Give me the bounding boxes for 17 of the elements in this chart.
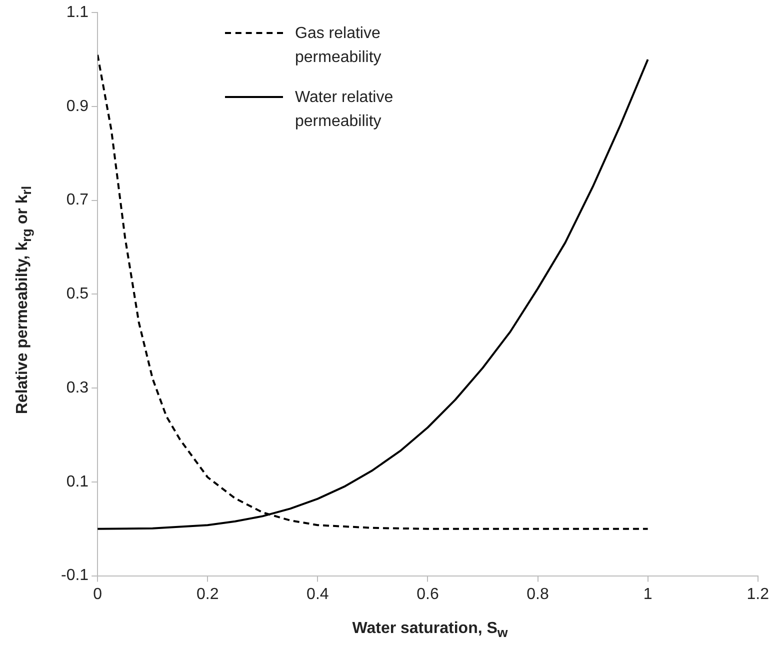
y-tick-label: 1.1 [66,4,89,22]
x-tick-label: 0.6 [416,586,439,603]
x-tick-label: 0 [93,586,102,603]
y-tick-label: 0.7 [66,192,89,209]
x-tick-label: 0.8 [526,586,549,603]
y-tick-label: -0.1 [60,567,89,584]
y-tick-label: 0.3 [66,379,89,396]
x-tick-label: 0.4 [306,586,329,603]
y-tick-label: 0.9 [66,98,89,115]
y-tick-label: 0.1 [66,473,89,490]
x-tick-label: 0.2 [196,586,219,603]
y-tick-label: 0.5 [66,286,89,303]
x-tick-label: 1 [643,586,652,603]
x-axis-title: Water saturation, S$_{w}$ [352,620,508,640]
legend-label: Water relative permeability [295,88,394,132]
x-tick-label: 1.2 [746,586,770,603]
legend-label: Gas relative permeability [295,24,382,68]
